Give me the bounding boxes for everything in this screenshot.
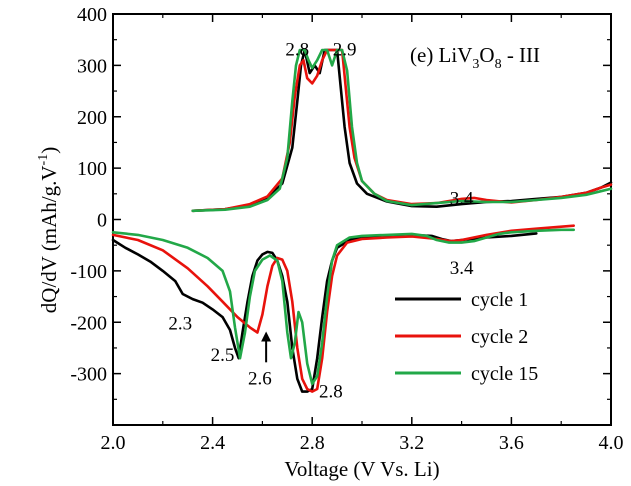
y-tick-label: -200 [70, 312, 107, 334]
y-axis-label: dQ/dV (mAh/g.V-1) [36, 147, 61, 313]
series-group [111, 48, 613, 393]
x-tick-label: 2.0 [101, 432, 126, 454]
y-tick-label: 200 [77, 107, 107, 129]
x-tick-label: 4.0 [599, 432, 624, 454]
peak-annotation: 2.5 [211, 345, 235, 366]
legend-label-cycle-15: cycle 15 [471, 363, 538, 385]
y-tick-label: 400 [77, 4, 107, 26]
x-tick-label: 2.8 [300, 432, 325, 454]
series-line-cycle-15-charge [191, 48, 613, 213]
series-line-cycle-1-charge [191, 48, 613, 213]
peak-annotation: 2.6 [248, 369, 272, 390]
x-tick-labels: 2.0 2.4 2.8 3.2 3.6 4.0 [101, 432, 624, 454]
y-tick-label: -300 [70, 364, 107, 386]
peak-annotation: 2.8 [285, 39, 309, 60]
y-tick-label: 300 [77, 55, 107, 77]
peak-annotations: 2.8 2.9 3.4 3.4 2.3 2.5 2.6 2.8 [168, 39, 474, 402]
series-line-cycle-2-discharge [111, 224, 575, 393]
peak-annotation: 3.4 [450, 188, 474, 209]
peak-annotation: 2.8 [319, 382, 343, 403]
legend-label-cycle-2: cycle 2 [471, 326, 528, 348]
peak-arrow [261, 331, 272, 363]
x-tick-label: 3.6 [499, 432, 524, 454]
y-tick-label: 0 [97, 210, 107, 232]
panel-label: (e) LiV3O8 - III [410, 43, 540, 72]
series-line-cycle-15-discharge [111, 228, 575, 386]
axis-ticks [112, 13, 612, 425]
arrow-head [261, 331, 272, 342]
x-tick-label: 3.2 [399, 432, 424, 454]
y-tick-label: -100 [70, 261, 107, 283]
x-axis-label: Voltage (V Vs. Li) [284, 457, 439, 481]
y-tick-labels: 400 300 200 100 0 -100 -200 -300 [70, 4, 107, 386]
legend-label-cycle-1: cycle 1 [471, 289, 528, 311]
series-line-cycle-2-charge [191, 48, 613, 213]
x-tick-label: 2.4 [200, 432, 225, 454]
peak-annotation: 2.9 [333, 39, 357, 60]
legend: cycle 1 cycle 2 cycle 15 [395, 289, 538, 385]
peak-annotation: 2.3 [168, 313, 192, 334]
peak-annotation: 3.4 [450, 258, 474, 279]
y-tick-label: 100 [77, 158, 107, 180]
